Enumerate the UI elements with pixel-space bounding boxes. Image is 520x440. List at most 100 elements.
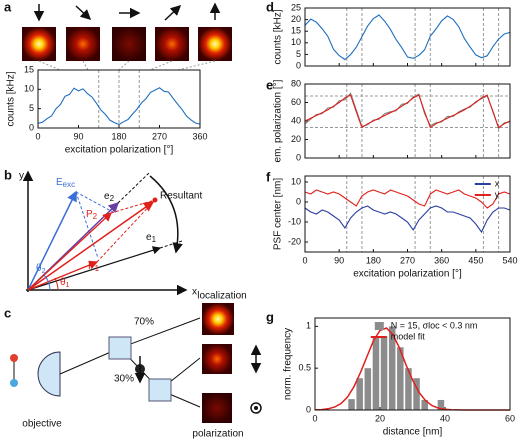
y-tick-label: 1: [306, 321, 311, 331]
label: Eexc: [56, 177, 75, 189]
p1-vector: [27, 260, 99, 291]
y-axis-label: norm. frequency: [283, 328, 294, 400]
resultant-point: [152, 197, 158, 203]
construction: [96, 199, 156, 263]
y-axis-label: counts [kHz]: [273, 9, 284, 64]
bar: [421, 399, 428, 410]
x-tick-label: 180: [111, 131, 126, 141]
y-tick-label: 5: [296, 49, 301, 59]
label-main: θ: [36, 263, 42, 274]
y-axis-label: counts [kHz]: [6, 71, 17, 126]
y-tick-label: 5: [29, 103, 34, 113]
psf-image: [155, 27, 189, 61]
label: e2: [104, 191, 115, 203]
projection: [75, 191, 114, 213]
plot-frame: [304, 175, 511, 253]
x-axis-label: distance [nm]: [383, 427, 443, 438]
y-tick-label: 0: [296, 152, 301, 162]
data-line: [304, 14, 511, 61]
arrow: [75, 5, 92, 21]
x-tick-label: 40: [440, 413, 450, 423]
y-tick-label: 10: [291, 37, 301, 47]
plot-frame: [304, 83, 511, 159]
label-main: e: [146, 232, 152, 243]
legend-label: y: [495, 189, 500, 199]
label-main: P: [86, 209, 93, 220]
data-line: [37, 87, 201, 126]
x-tick-label: 0: [302, 255, 307, 265]
plot-frame: [314, 317, 511, 411]
bar: [388, 326, 396, 410]
bar: [397, 347, 404, 410]
chart-a: a 0 5 10 15 0 90 180 270 360 counts [kHz] excitatio…: [4, 0, 208, 156]
beam-splitter: [108, 336, 132, 360]
x-tick-label: 90: [73, 131, 83, 141]
label-sub: 1: [66, 282, 70, 289]
label-main: θ: [60, 277, 66, 288]
rotation-arrow: [149, 175, 183, 254]
y-axis-label: em. polarization [°]: [273, 79, 284, 162]
x-tick-label: 0: [35, 131, 40, 141]
label-sub: 1: [95, 264, 100, 273]
panel-letter: d: [266, 0, 274, 14]
bar: [364, 368, 372, 410]
y-tick-label: 20: [291, 134, 301, 144]
psf-image: [202, 393, 232, 423]
chart-e: e 0 20 40 60 80 em. polarization [°]: [266, 77, 511, 162]
bar: [348, 399, 355, 410]
y-tick-label: 25: [291, 2, 301, 12]
legend-label: model fit: [391, 331, 426, 341]
label: polarization: [192, 429, 243, 440]
objective: [37, 351, 61, 397]
projection: [75, 191, 99, 259]
x-tick-label: 20: [375, 413, 385, 423]
data-line: [304, 94, 511, 129]
y-tick-label: 0: [296, 196, 301, 206]
y-tick-label: 10: [24, 84, 34, 94]
label: Resultant: [160, 191, 202, 202]
y-tick-label: 10: [291, 176, 301, 186]
y-tick-label: 0: [29, 122, 34, 132]
resultant-vector: [27, 201, 155, 291]
label-sub: 1: [152, 235, 157, 244]
x-tick-label: 270: [400, 255, 415, 265]
x-axis-label: excitation polarization [°]: [65, 145, 174, 156]
psf-images: [22, 27, 232, 61]
polarization-symbol: [250, 402, 262, 414]
y-tick-label: 0: [296, 60, 301, 70]
panel-b: b y x Eexc e2 P2 Resultant e1 P1 θ2 θ1: [4, 167, 202, 297]
label-sub: 2: [42, 268, 46, 275]
x-tick-label: 0: [312, 413, 317, 423]
e-field-vector: [27, 190, 77, 291]
chart-f: f -20 -10 0 10 0 90 180 270 360 450 540 PSF center […: [266, 169, 518, 279]
panel-letter: f: [266, 169, 271, 184]
label-sub: 2: [93, 212, 98, 221]
e1-extension: [159, 240, 183, 249]
legend-swatch: [374, 322, 384, 330]
panel-letter: a: [4, 0, 12, 14]
label: θ2: [36, 263, 46, 275]
label: 30%: [114, 374, 134, 385]
x-tick-label: 90: [334, 255, 344, 265]
x-tick-label: 180: [366, 255, 381, 265]
data-line: [304, 92, 511, 130]
psf-image: [22, 27, 56, 61]
connector: [149, 60, 173, 71]
y-tick-label: 60: [291, 97, 301, 107]
panel-letter: c: [4, 305, 11, 320]
legend-label: x: [495, 178, 500, 188]
x-tick-label: 540: [502, 255, 517, 265]
dipole-end: [10, 354, 18, 362]
polarization-symbol: [254, 406, 258, 410]
label: e1: [146, 232, 157, 244]
y-tick-label: 80: [291, 78, 301, 88]
y-tick-label: 40: [291, 115, 301, 125]
label-sub: 2: [110, 194, 115, 203]
bar: [405, 368, 412, 410]
chart-g: g 0 0.5 1 0 20 40 60 norm. frequency distance [nm…: [266, 309, 515, 437]
axis-label: x: [192, 287, 197, 298]
y-tick-label: 15: [24, 64, 34, 74]
connector: [82, 60, 89, 71]
